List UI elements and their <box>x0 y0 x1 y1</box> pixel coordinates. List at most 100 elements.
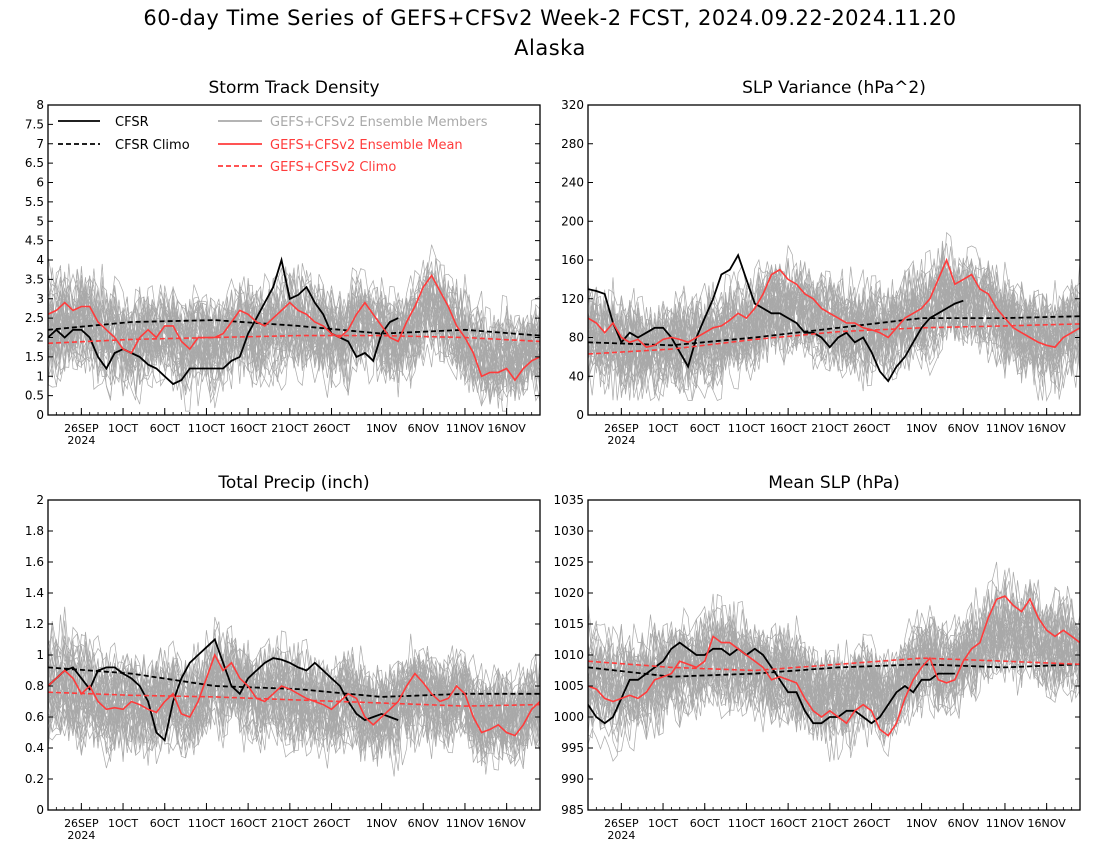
plot-area <box>588 561 1080 762</box>
ensemble-member-line <box>48 263 540 401</box>
plot-frame <box>47 499 541 811</box>
panel-title: Total Precip (inch) <box>217 473 369 493</box>
ensemble-member-line <box>48 284 540 398</box>
y-tick-label: 6 <box>36 176 44 190</box>
y-tick-label: 1025 <box>553 555 584 569</box>
ensemble-member-line <box>588 600 1080 727</box>
legend-label: CFSR <box>115 115 149 130</box>
ensemble-member-line <box>588 258 1080 380</box>
y-tick-label: 40 <box>569 369 584 383</box>
x-tick-label: 21OCT <box>271 817 308 830</box>
cfsr-climo-line <box>48 319 540 337</box>
plot-area <box>48 244 540 412</box>
y-tick-label: 2 <box>36 493 44 507</box>
y-tick-label: 1005 <box>553 679 584 693</box>
x-tick-label: 6OCT <box>150 422 180 435</box>
y-tick-label: 995 <box>561 741 584 755</box>
y-tick-label: 7 <box>36 137 44 151</box>
cfsr-climo-line <box>588 663 1080 678</box>
x-tick-label: 11OCT <box>188 817 225 830</box>
y-tick-label: 5.5 <box>25 195 44 209</box>
y-tick-label: 3 <box>36 292 44 306</box>
y-tick-label: 0.6 <box>25 710 44 724</box>
x-tick-label: 6NOV <box>948 422 980 435</box>
y-tick-label: 1.2 <box>25 617 44 631</box>
x-tick-label: 1NOV <box>906 817 938 830</box>
legend-label: CFSR Climo <box>115 138 190 153</box>
x-tick-label: 1NOV <box>366 817 398 830</box>
x-tick-label: 11OCT <box>728 817 765 830</box>
y-tick-label: 0 <box>36 408 44 422</box>
y-tick-label: 4 <box>36 253 44 267</box>
y-tick-label: 6.5 <box>25 156 44 170</box>
figure-title: 60-day Time Series of GEFS+CFSv2 Week-2 … <box>143 6 957 30</box>
x-tick-sublabel: 2024 <box>607 829 635 842</box>
gefs-climo-line <box>588 323 1080 355</box>
ensemble-member-line <box>48 256 540 372</box>
x-tick-label: 1OCT <box>108 817 138 830</box>
y-tick-label: 5 <box>36 214 44 228</box>
x-tick-label: 16NOV <box>1028 422 1067 435</box>
ensemble-member-line <box>588 605 1080 743</box>
x-tick-label: 11OCT <box>188 422 225 435</box>
x-tick-label: 11NOV <box>446 817 485 830</box>
y-tick-label: 1010 <box>553 648 584 662</box>
x-tick-label: 6OCT <box>690 422 720 435</box>
x-tick-label: 1NOV <box>366 422 398 435</box>
ensemble-member-line <box>588 585 1080 717</box>
y-tick-label: 3.5 <box>25 272 44 286</box>
legend-ensemble-mean: GEFS+CFSv2 Ensemble Mean <box>218 138 463 153</box>
x-tick-label: 26OCT <box>853 422 890 435</box>
x-tick-label: 26SEP <box>604 817 639 830</box>
chart-panel-1: Storm Track Density 0 0.5 1 1.5 2 2.5 3 3.5 4 4.5 5… <box>25 78 541 447</box>
x-tick-label: 1OCT <box>108 422 138 435</box>
y-tick-label: 160 <box>561 253 584 267</box>
panel-title: Mean SLP (hPa) <box>768 473 900 493</box>
y-tick-label: 1.8 <box>25 524 44 538</box>
ensemble-member-line <box>588 261 1080 382</box>
y-tick-label: 1.6 <box>25 555 44 569</box>
x-tick-label: 16NOV <box>1028 817 1067 830</box>
ensemble-member-line <box>48 659 540 760</box>
x-tick-label: 6OCT <box>690 817 720 830</box>
panel-title: Storm Track Density <box>208 78 379 98</box>
ensemble-member-line <box>588 244 1080 399</box>
x-tick-label: 6OCT <box>150 817 180 830</box>
x-tick-sublabel: 2024 <box>67 829 95 842</box>
y-tick-label: 0 <box>576 408 584 422</box>
gefs-climo-line <box>588 657 1080 672</box>
plot-area <box>48 606 540 777</box>
y-tick-label: 0 <box>36 803 44 817</box>
y-tick-label: 0.4 <box>25 741 44 755</box>
y-tick-label: 1.5 <box>25 350 44 364</box>
y-tick-label: 120 <box>561 292 584 306</box>
x-tick-label: 11NOV <box>446 422 485 435</box>
chart-panel-3: Total Precip (inch) 0 0.2 0.4 0.6 0.8 1 1.2 1.4 1… <box>25 473 541 842</box>
chart-panel-4: Mean SLP (hPa) 985 990 995 1000 1005 1010 1015 1… <box>553 473 1081 842</box>
ensemble-mean-line <box>48 273 540 382</box>
x-tick-label: 1OCT <box>648 817 678 830</box>
x-tick-label: 26SEP <box>64 422 99 435</box>
y-tick-label: 1020 <box>553 586 584 600</box>
x-tick-label: 26OCT <box>313 817 350 830</box>
legend-label: GEFS+CFSv2 Ensemble Mean <box>270 138 463 153</box>
ensemble-member-line <box>48 266 540 386</box>
x-tick-label: 1NOV <box>906 422 938 435</box>
y-tick-label: 1 <box>36 648 44 662</box>
y-tick-label: 280 <box>561 137 584 151</box>
x-tick-label: 1OCT <box>648 422 678 435</box>
legend-cfsr-climo: CFSR Climo <box>58 138 190 153</box>
y-tick-label: 1 <box>36 369 44 383</box>
ensemble-member-line <box>48 651 540 762</box>
x-tick-label: 16OCT <box>230 817 267 830</box>
legend: CFSR CFSR Climo GEFS+CFSv2 Ensemble Member… <box>58 115 488 175</box>
y-tick-label: 1035 <box>553 493 584 507</box>
figure-subtitle: Alaska <box>514 36 586 60</box>
ensemble-member-line <box>588 245 1080 402</box>
cfsr-line <box>588 641 955 725</box>
x-tick-label: 26SEP <box>64 817 99 830</box>
x-tick-label: 21OCT <box>811 422 848 435</box>
y-tick-label: 80 <box>569 331 584 345</box>
cfsr-line <box>588 253 964 383</box>
